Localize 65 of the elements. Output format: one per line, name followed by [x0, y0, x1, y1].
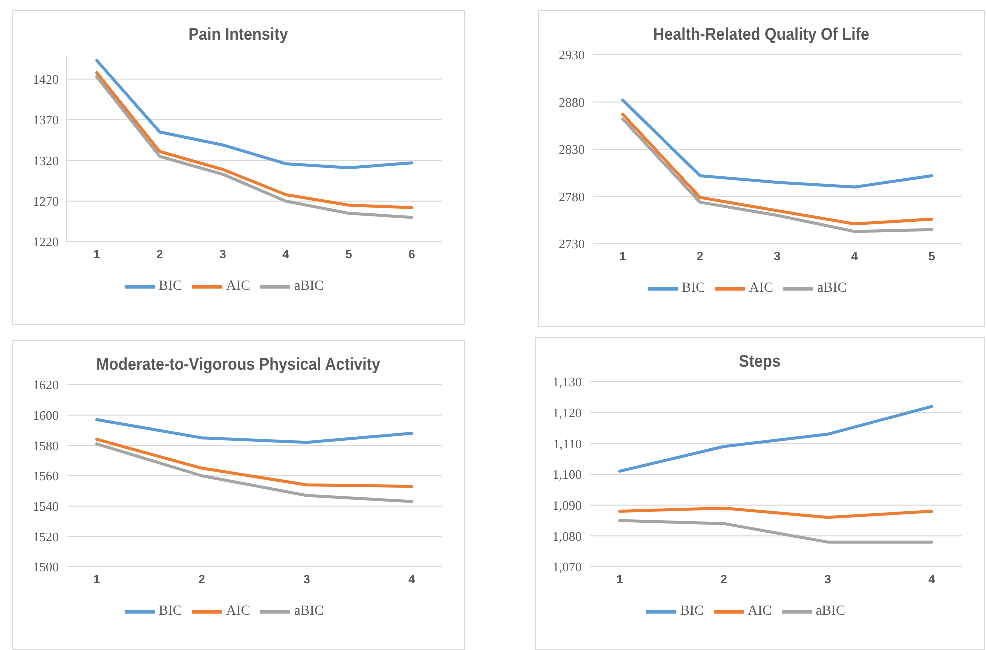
legend-label: AIC: [226, 604, 250, 620]
y-tick-label: 1370: [33, 112, 59, 128]
line-series: [622, 98, 934, 189]
legend-label: BIC: [682, 281, 706, 296]
y-tick-label: 1500: [33, 560, 59, 575]
x-tick-label: 5: [346, 248, 353, 262]
x-tick-label: 2: [198, 572, 206, 587]
line-series: [96, 418, 414, 444]
y-tick-label: 2930: [559, 48, 585, 63]
x-tick-label: 1: [620, 250, 627, 264]
line-series: [96, 438, 414, 488]
y-tick-label: 1,100: [552, 467, 582, 482]
x-tick-label: 1: [94, 248, 101, 262]
x-tick-label: 4: [408, 572, 416, 587]
x-tick-label: 4: [282, 248, 290, 262]
x-tick-label: 2: [720, 572, 728, 587]
y-tick-label: 1580: [33, 438, 59, 454]
y-tick-label: 1540: [33, 498, 59, 514]
x-tick-label: 6: [408, 248, 416, 262]
legend-label: aBIC: [294, 604, 324, 620]
legend-label: AIC: [749, 281, 774, 296]
y-tick-label: 2830: [559, 142, 585, 158]
legend-label: BIC: [158, 604, 182, 620]
x-tick-label: 2: [696, 250, 704, 264]
y-tick-label: 1,110: [553, 436, 582, 452]
x-tick-label: 1: [94, 572, 101, 587]
y-tick-label: 1270: [33, 194, 59, 209]
x-tick-label: 5: [928, 250, 936, 264]
x-tick-label: 3: [824, 572, 832, 587]
legend-label: BIC: [158, 279, 182, 294]
x-tick-label: 4: [851, 250, 858, 264]
x-tick-label: 3: [774, 250, 782, 264]
y-tick-label: 1600: [33, 408, 59, 423]
line-series: [96, 59, 414, 170]
x-tick-label: 1: [616, 572, 624, 587]
legend-label: aBIC: [816, 604, 846, 620]
legend-label: BIC: [680, 604, 704, 620]
y-tick-label: 2780: [559, 189, 585, 204]
x-tick-label: 3: [304, 572, 311, 587]
y-tick-label: 1,080: [552, 528, 582, 544]
y-tick-label: 1520: [33, 529, 59, 544]
y-tick-label: 2730: [559, 236, 585, 252]
y-tick-label: 1,130: [552, 374, 582, 390]
x-tick-label: 3: [220, 248, 227, 262]
x-tick-label: 4: [928, 572, 936, 587]
y-tick-label: 1420: [33, 72, 59, 88]
y-tick-label: 1320: [33, 153, 59, 168]
line-series: [96, 442, 414, 504]
y-tick-label: 1,090: [552, 498, 582, 513]
chart-title: Steps: [738, 352, 782, 372]
chart-title: Health-Related Quality Of Life: [652, 25, 870, 45]
legend-label: AIC: [226, 279, 250, 294]
legend-label: aBIC: [294, 279, 324, 294]
line-series: [618, 405, 934, 473]
y-tick-label: 1620: [33, 378, 59, 393]
x-tick-label: 2: [156, 248, 164, 262]
y-tick-label: 2880: [559, 94, 585, 110]
y-tick-label: 1220: [33, 234, 59, 250]
chart-title: Moderate-to-Vigorous Physical Activity: [96, 355, 382, 375]
y-tick-label: 1,120: [552, 405, 582, 420]
legend-label: aBIC: [817, 281, 848, 296]
y-tick-label: 1560: [33, 468, 59, 484]
chart-title: Pain Intensity: [188, 25, 290, 45]
legend-label: AIC: [748, 604, 772, 620]
y-tick-label: 1,070: [552, 560, 582, 575]
